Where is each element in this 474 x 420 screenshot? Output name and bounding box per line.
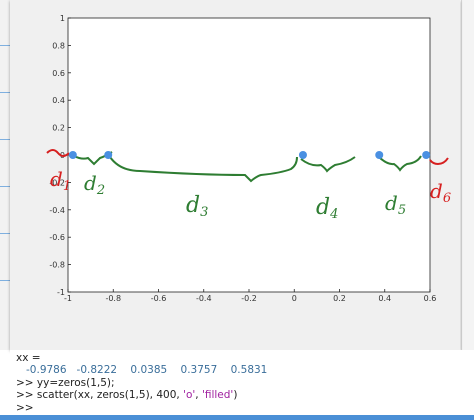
y-tick-label: -0.2: [49, 178, 65, 187]
y-tick-label: 0.4: [52, 96, 65, 105]
x-tick-label: -0.2: [241, 294, 257, 303]
console-output-values: -0.9786 -0.8222 0.0385 0.3757 0.5831: [16, 364, 268, 376]
status-bar: [0, 415, 474, 420]
x-tick-label: 0.6: [424, 294, 437, 303]
scatter-point: [298, 151, 307, 159]
left-panel-marker: [0, 233, 10, 234]
bracket-d1: [46, 149, 70, 157]
x-tick-label: -0.6: [151, 294, 167, 303]
y-tick-label: -1: [57, 288, 65, 297]
bracket-d2: [73, 151, 113, 166]
console-command: >> yy=zeros(1,5);: [16, 377, 115, 389]
bracket-d4: [300, 156, 356, 173]
command-window[interactable]: xx = -0.9786 -0.8222 0.0385 0.3757 0.583…: [10, 350, 474, 420]
x-tick-label: 0.2: [333, 294, 346, 303]
figure-window[interactable]: -1 -0.8 -0.6 -0.4 -0.2 0 0.2 0.4 0.6 -1 -0.8 -0.6-…: [10, 0, 460, 350]
annotation-d6: d6: [430, 179, 451, 206]
y-tick-label: -0.6: [49, 233, 65, 242]
left-panel-marker: [0, 139, 10, 140]
left-panel-marker: [0, 280, 10, 281]
y-tick-label: -0.8: [49, 261, 65, 270]
bracket-d5: [379, 155, 422, 172]
x-tick-label: -0.4: [196, 294, 212, 303]
scatter-point: [68, 151, 77, 159]
console-prompt[interactable]: >>: [16, 402, 34, 414]
y-tick-label: 0.6: [52, 69, 65, 78]
bracket-d3: [109, 156, 298, 183]
scatter-point: [422, 151, 431, 159]
x-tick-label: 0.4: [378, 294, 391, 303]
console-command: >> scatter(xx, zeros(1,5), 400, 'o', 'fi…: [16, 389, 238, 401]
y-tick-label: 1: [60, 14, 65, 23]
y-axis: -1-0.8-0.6-0.4-0.200.20.40.60.81: [49, 14, 71, 297]
left-panel-marker: [0, 45, 10, 46]
scatter-plot[interactable]: -1 -0.8 -0.6 -0.4 -0.2 0 0.2 0.4 0.6 -1-0.8-0.6-…: [10, 0, 460, 350]
left-panel-marker: [0, 92, 10, 93]
bracket-d6: [429, 157, 449, 166]
right-panel-strip: [461, 0, 474, 350]
plot-area: [67, 17, 431, 293]
left-panel-marker: [0, 186, 10, 187]
x-axis: -1 -0.8 -0.6 -0.4 -0.2 0 0.2 0.4 0.6: [64, 289, 436, 303]
console-line: xx =: [16, 352, 41, 364]
x-tick-label: -1: [64, 294, 72, 303]
y-tick-label: 0.2: [52, 124, 65, 133]
y-tick-label: 0.8: [52, 41, 65, 50]
scatter-point: [104, 151, 113, 159]
x-tick-label: -0.8: [105, 294, 121, 303]
scatter-point: [375, 151, 384, 159]
x-tick-label: 0: [292, 294, 297, 303]
scatter-points: [68, 151, 431, 159]
y-tick-label: -0.4: [49, 206, 65, 215]
